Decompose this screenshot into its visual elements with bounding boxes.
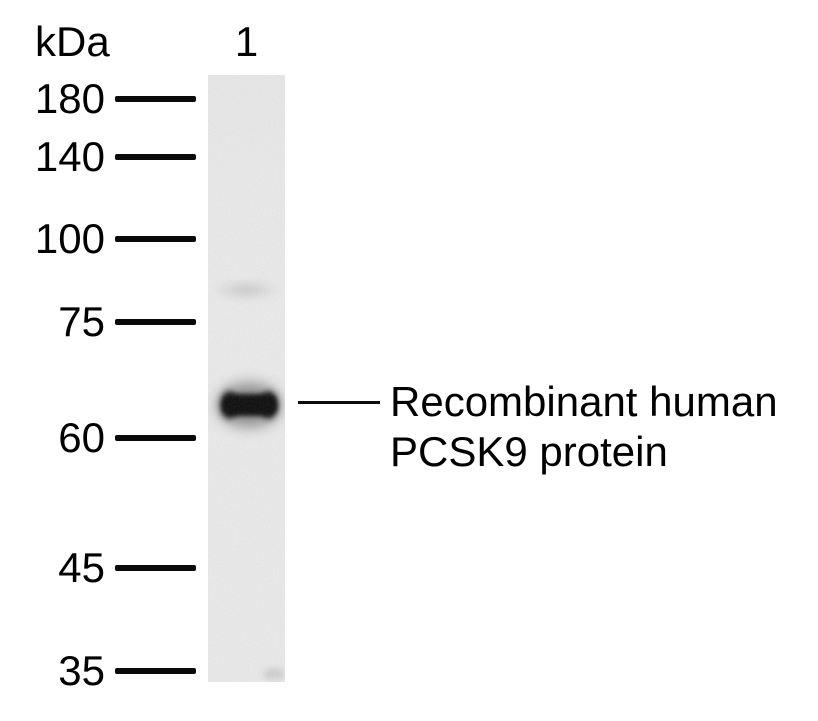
mw-marker-tick [115,236,196,242]
mw-marker-tick [115,565,196,571]
gel-lane [208,75,285,682]
mw-marker-tick [115,668,196,674]
mw-marker-label: 100 [34,215,105,262]
mw-marker-label: 45 [58,544,105,591]
mw-marker-tick [115,96,196,102]
mw-marker-tick [115,435,196,441]
protein-band-core [222,394,277,416]
protein-band [217,381,281,429]
mw-marker-label: 75 [58,298,105,345]
gel-noise-texture [208,75,285,682]
mw-marker-tick [115,319,196,325]
mw-marker-label: 140 [34,133,105,180]
faint-band [211,278,281,302]
kda-unit-label: kDa [35,18,110,65]
mw-marker-tick [115,154,196,160]
lane-corner-smudge [263,668,285,680]
band-annotation: Recombinant human PCSK9 protein [390,377,778,477]
mw-marker-label: 35 [58,647,105,694]
band-annotation-line1: Recombinant human [390,378,778,425]
mw-marker-label: 180 [34,75,105,122]
lane-number-label: 1 [234,18,259,65]
band-annotation-line2: PCSK9 protein [390,428,668,475]
annotation-leader-line [298,401,380,404]
mw-marker-label: 60 [58,414,105,461]
mw-marker-ladder: 180 140 100 75 60 45 35 [0,0,208,721]
